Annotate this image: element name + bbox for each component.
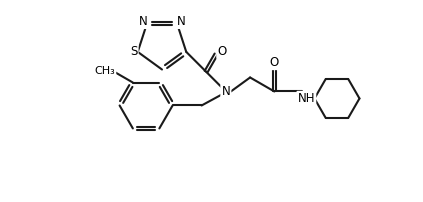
Text: N: N <box>222 85 230 98</box>
Text: N: N <box>139 15 147 28</box>
Text: CH₃: CH₃ <box>94 65 115 76</box>
Text: S: S <box>130 45 137 58</box>
Text: NH: NH <box>298 92 315 105</box>
Text: O: O <box>270 56 279 69</box>
Text: N: N <box>177 15 185 28</box>
Text: O: O <box>217 45 227 58</box>
